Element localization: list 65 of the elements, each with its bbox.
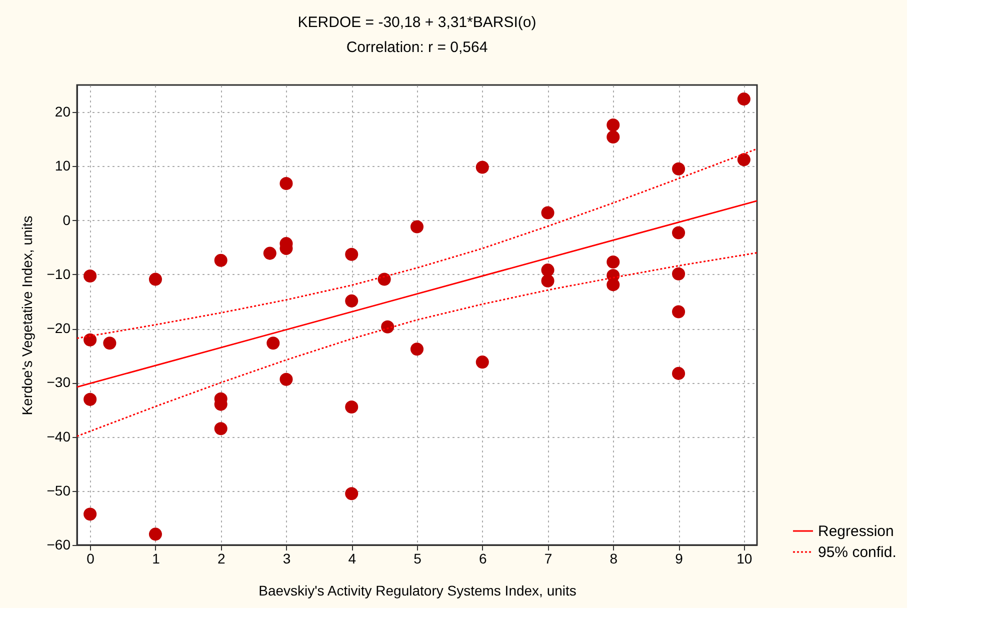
point [214, 422, 228, 436]
point [476, 160, 489, 174]
y-tick-label: −40 [46, 428, 71, 444]
point [737, 92, 750, 106]
point [672, 366, 686, 380]
y-tick-label: −20 [46, 320, 71, 336]
point [148, 528, 162, 541]
point [672, 226, 686, 240]
point [410, 220, 424, 234]
y-tick-label: −60 [46, 536, 71, 552]
point [672, 305, 686, 318]
chart-title: KERDOE = -30,18 + 3,31*BARSI(o) [298, 14, 536, 31]
x-tick-label: 2 [217, 550, 226, 566]
legend-label: Regression [818, 523, 894, 540]
x-tick-label: 9 [675, 550, 684, 566]
point [148, 272, 162, 286]
point [410, 342, 424, 356]
point [263, 246, 276, 260]
point [345, 294, 358, 308]
point [737, 153, 750, 166]
point [345, 400, 358, 414]
x-tick-label: 5 [414, 550, 422, 566]
x-tick-label: 4 [348, 550, 356, 566]
point [476, 356, 489, 369]
x-tick-label: 1 [152, 550, 160, 566]
point [606, 118, 620, 132]
point [541, 264, 554, 277]
x-tick-label: 10 [736, 550, 752, 566]
y-axis-title: Kerdoe's Vegetative Index, units [18, 216, 35, 416]
x-tick-label: 8 [610, 550, 618, 566]
x-axis-title: Baevskiy's Activity Regulatory Systems Index, units [258, 582, 576, 598]
point [378, 272, 391, 286]
point [280, 176, 293, 190]
point [266, 336, 280, 350]
y-tick-label: 20 [54, 104, 71, 120]
point [606, 130, 620, 144]
x-tick-label: 0 [86, 550, 95, 566]
legend-label: 95% confid. [818, 544, 896, 561]
y-tick-label: −10 [46, 266, 71, 282]
point [381, 320, 394, 334]
x-tick-label: 7 [544, 550, 552, 566]
point [84, 392, 97, 406]
line-series [77, 148, 757, 340]
point [84, 508, 97, 521]
point [606, 278, 620, 292]
point [84, 333, 97, 346]
point [541, 206, 554, 220]
point [214, 254, 228, 267]
y-tick-label: −30 [46, 374, 71, 390]
point [345, 487, 358, 500]
y-tick-label: 0 [62, 212, 71, 228]
line-series [77, 252, 757, 437]
x-tick-label: 6 [478, 550, 487, 566]
x-tick-label: 3 [282, 550, 291, 566]
y-tick-label: −50 [46, 482, 71, 498]
point [345, 248, 358, 261]
point [280, 372, 293, 386]
point [84, 270, 97, 283]
chart-subtitle: Correlation: r = 0,564 [346, 39, 488, 56]
point [606, 255, 620, 268]
point [672, 267, 686, 280]
y-tick-label: 10 [54, 158, 71, 174]
point [672, 162, 686, 176]
point [541, 274, 554, 288]
point [103, 336, 116, 350]
